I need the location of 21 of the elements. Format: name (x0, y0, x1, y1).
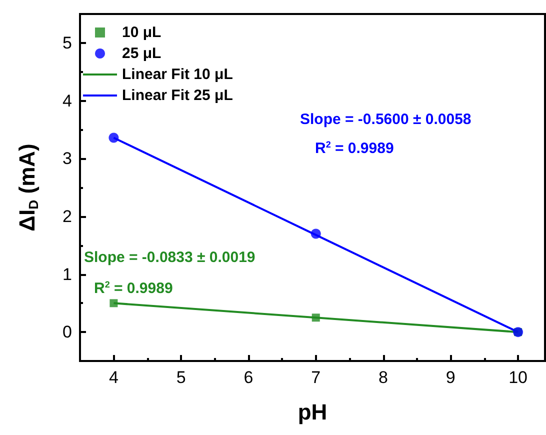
annotation: Slope = -0.5600 ± 0.0058 (300, 111, 472, 128)
x-tick-label: 4 (108, 368, 118, 387)
y-axis-title: ΔID (mA) (14, 144, 41, 232)
legend-label: 10 μL (122, 24, 162, 41)
legend-label: 25 μL (122, 45, 162, 62)
y-tick-label: 0 (62, 322, 72, 342)
x-tick-label: 7 (311, 368, 321, 387)
y-tick-label: 1 (62, 264, 72, 284)
y-tick-label: 3 (62, 149, 72, 168)
x-tick-label: 10 (508, 368, 528, 387)
x-tick-label: 8 (378, 368, 388, 387)
x-axis-title: pH (298, 400, 328, 424)
legend-label: Linear Fit 25 μL (122, 87, 233, 104)
y-tick-label: 2 (62, 206, 72, 226)
y-tick-label: 5 (62, 33, 72, 52)
x-tick-label: 6 (244, 368, 254, 387)
x-tick-label: 9 (446, 368, 456, 387)
legend-label: Linear Fit 10 μL (122, 66, 233, 83)
x-tick-label: 5 (176, 368, 186, 387)
y-tick-label: 4 (62, 91, 72, 110)
annotation: Slope = -0.0833 ± 0.0019 (84, 249, 256, 266)
